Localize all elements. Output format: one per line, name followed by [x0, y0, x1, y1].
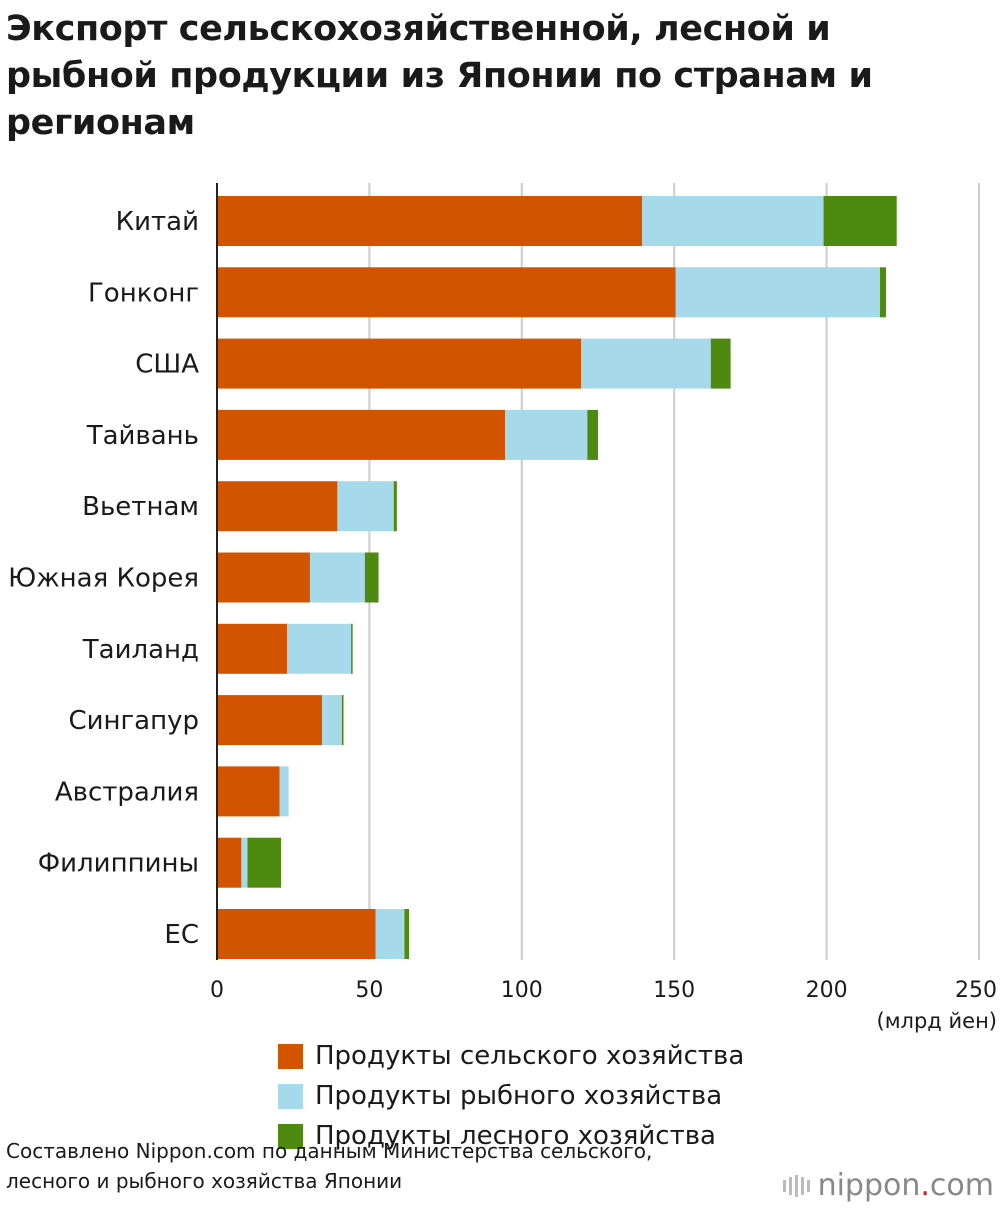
bar-0-series-0 — [217, 196, 643, 246]
category-label: Южная Корея — [8, 564, 199, 594]
legend: Продукты сельского хозяйства Продукты ры… — [278, 1036, 744, 1156]
x-tick-label: 100 — [501, 978, 543, 1003]
legend-swatch-fishery — [278, 1083, 303, 1109]
bar-5-series-1 — [309, 552, 365, 603]
bar-6-series-1 — [287, 623, 352, 674]
category-label: Гонконг — [88, 278, 199, 308]
brand-name: nippon — [817, 1168, 921, 1203]
brand-dot: . — [920, 1168, 930, 1203]
bar-3-series-1 — [505, 409, 588, 460]
x-tick-label: 200 — [806, 978, 848, 1003]
bar-3-series-2 — [587, 409, 598, 460]
bar-4-series-1 — [337, 481, 394, 532]
legend-label-fishery: Продукты рыбного хозяйства — [315, 1081, 723, 1111]
category-label: Австралия — [55, 777, 199, 807]
x-tick-label: 150 — [653, 978, 695, 1003]
bar-5-series-2 — [364, 552, 379, 603]
bar-4-series-0 — [217, 481, 338, 532]
legend-item-agriculture: Продукты сельского хозяйства — [278, 1036, 744, 1076]
category-label: Китай — [116, 207, 199, 237]
bar-9-series-0 — [217, 837, 242, 888]
bar-7-series-0 — [217, 695, 323, 746]
bar-7-series-1 — [322, 695, 342, 746]
bar-1-series-1 — [675, 267, 880, 318]
legend-swatch-forestry — [278, 1123, 303, 1149]
source-note: Составлено Nippon.com по данным Министер… — [6, 1139, 653, 1193]
bar-8-series-1 — [279, 766, 289, 817]
x-tick-label: 250 — [955, 978, 997, 1003]
category-label: Тайвань — [86, 421, 199, 451]
bar-6-series-2 — [351, 623, 353, 674]
category-label: ЕС — [164, 920, 199, 950]
bar-10-series-2 — [404, 909, 410, 959]
legend-label-agriculture: Продукты сельского хозяйства — [315, 1041, 745, 1071]
bar-4-series-2 — [393, 481, 397, 532]
bar-6-series-0 — [217, 623, 288, 674]
x-tick-label: 0 — [210, 978, 224, 1003]
x-tick-label: 50 — [355, 978, 383, 1003]
bar-8-series-0 — [217, 766, 280, 817]
category-label: Сингапур — [68, 706, 199, 736]
bar-chart: Китай Гонконг США Тайвань Вьетнам Южная Корея… — [8, 183, 997, 1033]
bar-10-series-0 — [217, 909, 376, 959]
bar-9-series-1 — [241, 837, 248, 888]
bar-2-series-2 — [710, 338, 731, 389]
category-label: Таиланд — [82, 635, 199, 665]
legend-item-fishery: Продукты рыбного хозяйства — [278, 1076, 744, 1116]
bar-10-series-1 — [375, 909, 405, 959]
legend-swatch-agriculture — [278, 1043, 303, 1069]
bar-2-series-1 — [581, 338, 711, 389]
bar-9-series-2 — [247, 837, 282, 888]
chart-title: Экспорт сельскохозяйственной, лесной и р… — [6, 9, 873, 143]
category-label: США — [135, 350, 199, 380]
category-label: Вьетнам — [82, 492, 199, 522]
nippon-logo-icon — [782, 1174, 810, 1197]
bar-3-series-0 — [217, 409, 506, 460]
bar-0-series-1 — [642, 196, 824, 246]
bar-1-series-0 — [217, 267, 676, 318]
x-axis-unit-label: (млрд йен) — [877, 1009, 997, 1033]
category-label: Филиппины — [38, 849, 199, 879]
brand-tld: com — [929, 1168, 994, 1203]
legend-item-forestry: Продукты лесного хозяйства — [278, 1116, 744, 1156]
legend-label-forestry: Продукты лесного хозяйства — [315, 1121, 716, 1151]
bar-2-series-0 — [217, 338, 582, 389]
bar-5-series-0 — [217, 552, 310, 603]
bar-7-series-2 — [341, 695, 344, 746]
brand-logo: nippon. com — [782, 1168, 994, 1203]
bar-0-series-2 — [823, 196, 897, 246]
bar-1-series-2 — [879, 267, 887, 318]
